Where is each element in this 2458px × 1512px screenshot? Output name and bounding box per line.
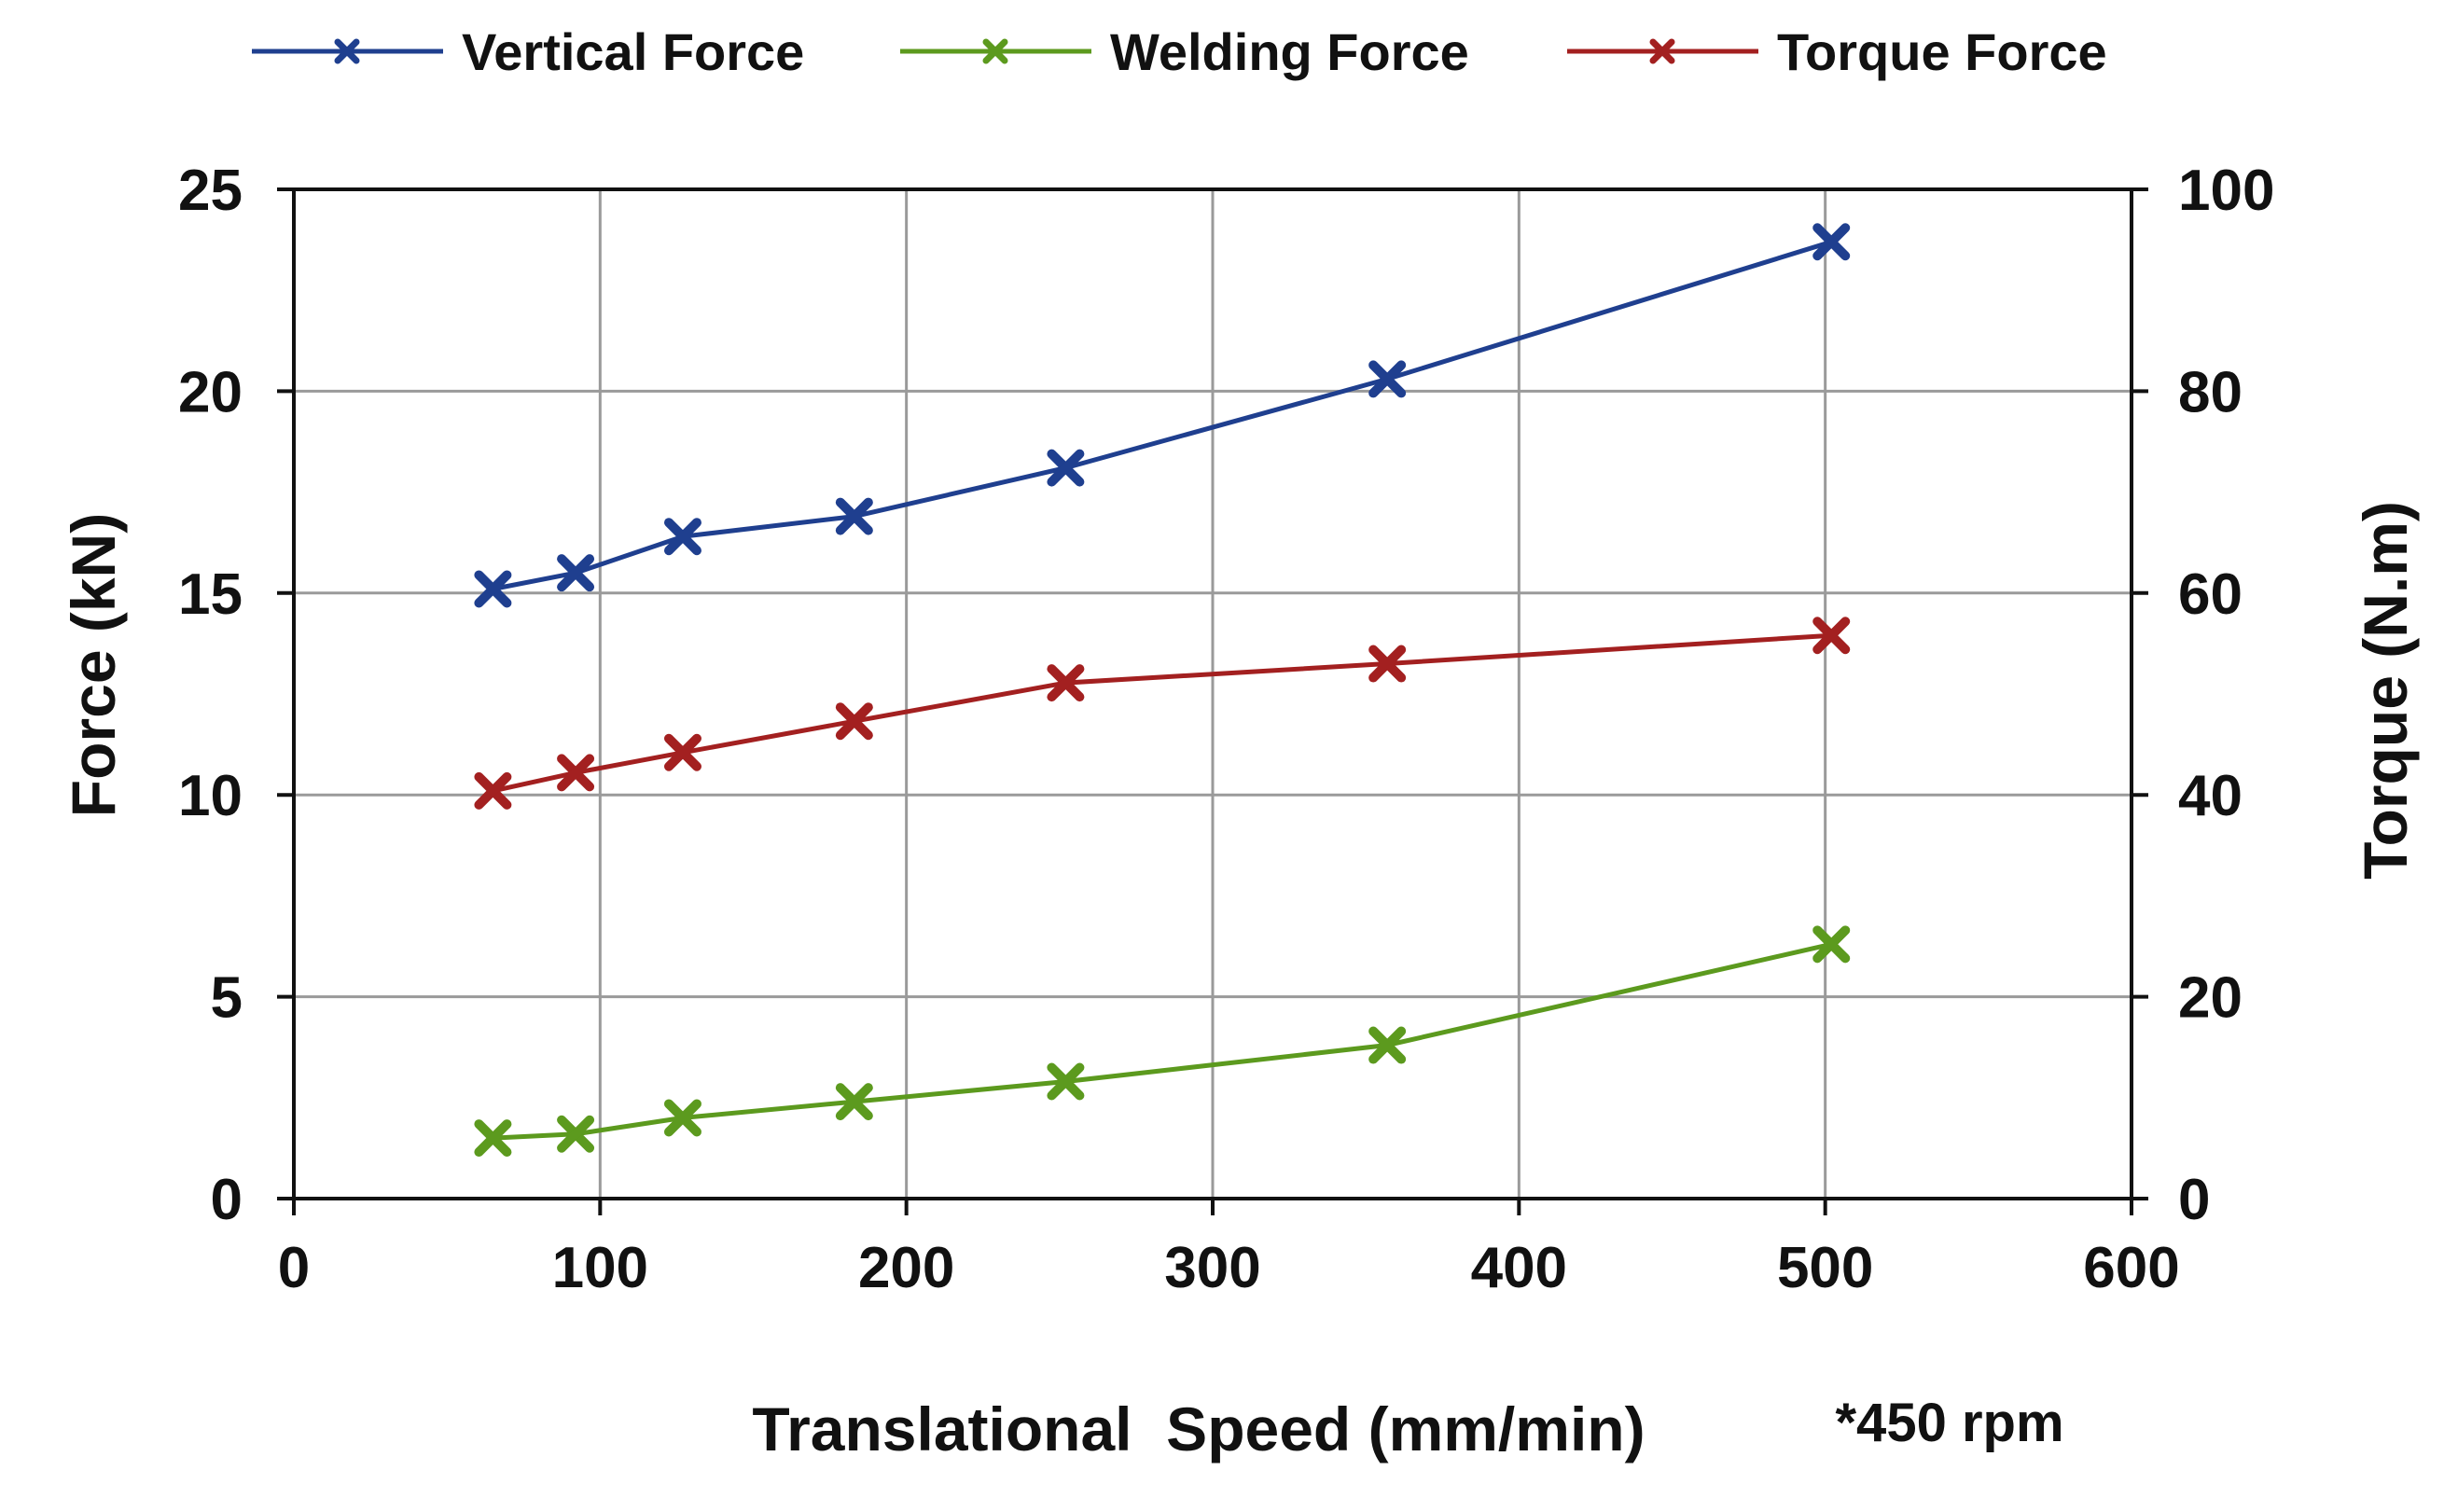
vertical-force-point [1047,449,1085,487]
y-tick-label: 25 [178,159,243,223]
legend-item-torque-force: Torque Force [1567,22,2107,81]
welding-force-point [1368,1026,1407,1064]
x-tick-label: 0 [278,1236,310,1300]
y-tick-label: 15 [178,562,243,627]
y2-tick-label: 20 [2178,966,2243,1031]
torque-force-point [474,771,512,810]
vertical-force-point [1368,360,1407,398]
grid [294,189,2132,1199]
x-tick-label: 200 [858,1236,954,1300]
legend-label: Welding Force [1110,22,1469,81]
y-tick-label: 5 [211,966,243,1031]
welding-force-point [663,1099,701,1137]
y2-tick-label: 80 [2178,360,2243,424]
legend: Vertical Force Welding Force Torque Force [252,22,2107,81]
torque-force-point [835,702,873,741]
torque-force-point [1047,664,1085,702]
torque-force-point [557,754,595,792]
legend-marker [982,38,1008,64]
vertical-force-line [492,239,1832,591]
welding-force-point [474,1119,512,1158]
x-tick-label: 600 [2083,1236,2179,1300]
welding-force-point [1812,925,1851,964]
welding-force-point [557,1115,595,1153]
y2-axis-title: Torque (N.m) [2351,501,2420,880]
y-tick-label: 10 [178,764,243,828]
x-tick-label: 100 [552,1236,648,1300]
legend-marker [1649,38,1675,64]
welding-force-point [1047,1062,1085,1101]
vertical-force-point [1812,223,1851,261]
x-tick-label: 500 [1777,1236,1873,1300]
x-axis-title: Translational Speed (mm/min) [752,1394,1645,1463]
legend-label: Torque Force [1777,22,2107,81]
vertical-force-point [835,497,873,535]
torque-force-point [663,733,701,771]
y-tick-label: 0 [211,1168,243,1232]
legend-item-welding-force: Welding Force [900,22,1469,81]
rpm-note: *450 rpm [1835,1393,2063,1453]
y2-tick-label: 40 [2178,764,2243,828]
axis-labels: Translational Speed (mm/min) Force (kN) … [59,501,2420,1463]
vertical-force-point [474,570,512,608]
y2-tick-label: 60 [2178,562,2243,627]
y2-tick-label: 100 [2178,159,2274,223]
series-layer [474,223,1851,1158]
torque-force-point [1368,645,1407,683]
y-axis-title: Force (kN) [59,513,128,817]
torque-force-point [1812,617,1851,655]
y-tick-label: 20 [178,360,243,424]
y2-tick-label: 0 [2178,1168,2210,1232]
legend-item-vertical-force: Vertical Force [252,22,804,81]
vertical-force-point [557,554,595,592]
axes: 0 100 200 300 400 500 600051015202502040608010… [178,159,2274,1300]
x-tick-label: 400 [1471,1236,1567,1300]
welding-force-point [835,1083,873,1121]
legend-marker [334,38,360,64]
vertical-force-point [663,518,701,556]
x-tick-label: 300 [1164,1236,1260,1300]
legend-label: Vertical Force [462,22,804,81]
